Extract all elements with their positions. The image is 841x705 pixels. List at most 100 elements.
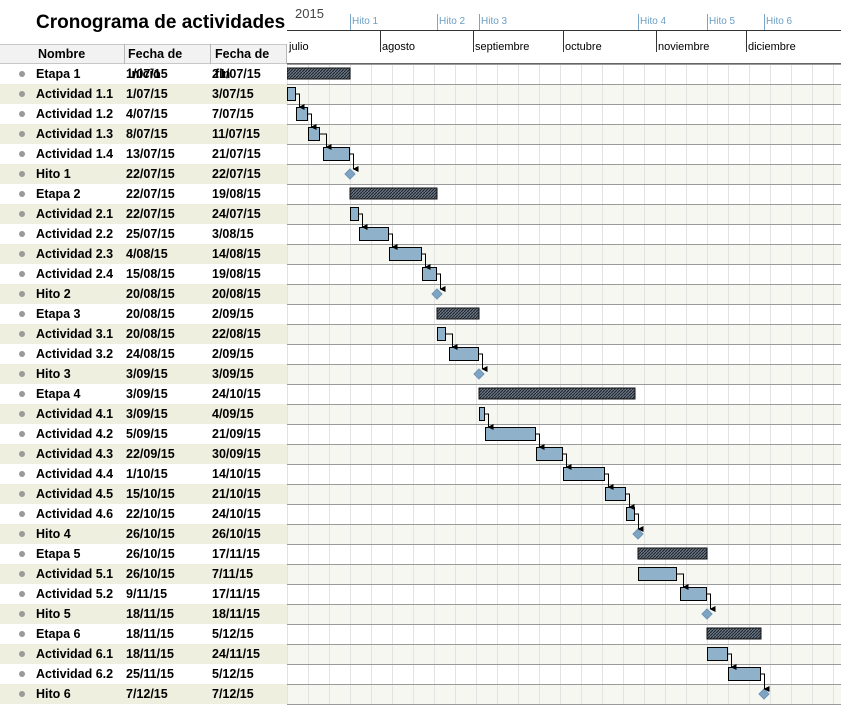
row-end-date: 19/08/15 [212,267,261,281]
table-row[interactable]: Actividad 5.1 26/10/15 7/11/15 [0,564,287,584]
dependency-arrow [485,413,494,430]
row-end-date: 22/07/15 [212,167,261,181]
table-row[interactable]: Actividad 2.3 4/08/15 14/08/15 [0,244,287,264]
task-bar [536,447,563,461]
table-row[interactable]: Actividad 4.1 3/09/15 4/09/15 [0,404,287,424]
table-row[interactable]: Hito 1 22/07/15 22/07/15 [0,164,287,184]
table-row[interactable]: Etapa 4 3/09/15 24/10/15 [0,384,287,404]
task-bar [479,407,485,421]
table-row[interactable]: Etapa 2 22/07/15 19/08/15 [0,184,287,204]
table-row[interactable]: Actividad 6.1 18/11/15 24/11/15 [0,644,287,664]
table-row[interactable]: Actividad 2.4 15/08/15 19/08/15 [0,264,287,284]
row-name: Actividad 6.2 [36,667,114,681]
table-row[interactable]: Actividad 1.3 8/07/15 11/07/15 [0,124,287,144]
task-bar [563,467,605,481]
row-name: Hito 4 [36,527,71,541]
row-end-date: 24/10/15 [212,387,261,401]
milestone-marker-label: Hito 2 [439,16,466,27]
row-bullet-icon [19,311,25,317]
table-row[interactable]: Actividad 4.6 22/10/15 24/10/15 [0,504,287,524]
table-row[interactable]: Actividad 5.2 9/11/15 17/11/15 [0,584,287,604]
row-bullet-icon [19,651,25,657]
table-row[interactable]: Actividad 2.1 22/07/15 24/07/15 [0,204,287,224]
row-bullet-icon [19,251,25,257]
table-row[interactable]: Actividad 3.2 24/08/15 2/09/15 [0,344,287,364]
task-bar [449,347,479,361]
row-end-date: 21/07/15 [212,147,261,161]
table-row[interactable]: Actividad 1.2 4/07/15 7/07/15 [0,104,287,124]
table-row[interactable]: Hito 6 7/12/15 7/12/15 [0,684,287,704]
row-name: Actividad 1.4 [36,147,114,161]
task-bar [638,567,677,581]
table-row[interactable]: Actividad 4.2 5/09/15 21/09/15 [0,424,287,444]
table-row[interactable]: Hito 5 18/11/15 18/11/15 [0,604,287,624]
row-bullet-icon [19,291,25,297]
row-start-date: 22/07/15 [126,207,175,221]
dependency-arrow [626,493,635,510]
column-header-end[interactable]: Fecha de fin [211,44,287,81]
row-end-date: 21/09/15 [212,427,261,441]
table-row[interactable]: Etapa 1 1/07/15 21/07/15 [0,64,287,84]
gantt-row-band [287,524,841,544]
row-end-date: 2/09/15 [212,307,254,321]
row-bullet-icon [19,271,25,277]
table-row[interactable]: Actividad 4.3 22/09/15 30/09/15 [0,444,287,464]
row-bullet-icon [19,631,25,637]
row-end-date: 21/07/15 [212,67,261,81]
row-start-date: 3/09/15 [126,407,168,421]
column-header-start[interactable]: Fecha de inicio [125,44,211,81]
table-row[interactable]: Etapa 6 18/11/15 5/12/15 [0,624,287,644]
month-label: octubre [565,41,602,53]
page-title: Cronograma de actividades [36,12,286,33]
table-row[interactable]: Actividad 3.1 20/08/15 22/08/15 [0,324,287,344]
gantt-row-band [287,204,841,224]
dependency-arrow [761,673,770,692]
task-bar [389,247,422,261]
task-bar [437,327,446,341]
gantt-row-band [287,644,841,664]
table-row[interactable]: Hito 3 3/09/15 3/09/15 [0,364,287,384]
task-bar [728,667,761,681]
row-name: Actividad 1.2 [36,107,114,121]
table-row[interactable]: Hito 4 26/10/15 26/10/15 [0,524,287,544]
row-bullet-icon [19,531,25,537]
row-start-date: 20/08/15 [126,287,175,301]
row-bullet-icon [19,691,25,697]
table-row[interactable]: Hito 2 20/08/15 20/08/15 [0,284,287,304]
row-bullet-icon [19,511,25,517]
row-name: Actividad 5.1 [36,567,114,581]
row-start-date: 5/09/15 [126,427,168,441]
table-row[interactable]: Actividad 4.4 1/10/15 14/10/15 [0,464,287,484]
dependency-arrow [677,573,689,590]
row-start-date: 18/11/15 [126,607,174,621]
row-bullet-icon [19,671,25,677]
row-end-date: 5/12/15 [212,667,254,681]
row-bullet-icon [19,151,25,157]
table-row[interactable]: Actividad 1.4 13/07/15 21/07/15 [0,144,287,164]
gantt-row-band [287,564,841,584]
row-bullet-icon [19,431,25,437]
task-bar [707,647,728,661]
table-row[interactable]: Etapa 3 20/08/15 2/09/15 [0,304,287,324]
table-row[interactable]: Actividad 1.1 1/07/15 3/07/15 [0,84,287,104]
column-header-name[interactable]: Nombre [0,44,125,64]
row-end-date: 7/11/15 [212,567,254,581]
table-row[interactable]: Actividad 6.2 25/11/15 5/12/15 [0,664,287,684]
table-row[interactable]: Actividad 4.5 15/10/15 21/10/15 [0,484,287,504]
row-bullet-icon [19,91,25,97]
dependency-arrow [605,473,614,490]
row-end-date: 18/11/15 [212,607,260,621]
row-name: Etapa 6 [36,627,81,641]
row-bullet-icon [19,231,25,237]
row-name: Actividad 5.2 [36,587,114,601]
row-start-date: 4/07/15 [126,107,168,121]
row-bullet-icon [19,71,25,77]
table-row[interactable]: Actividad 2.2 25/07/15 3/08/15 [0,224,287,244]
row-name: Actividad 1.1 [36,87,114,101]
summary-bar [349,187,438,200]
table-row[interactable]: Etapa 5 26/10/15 17/11/15 [0,544,287,564]
dependency-arrow [422,253,431,270]
row-start-date: 18/11/15 [126,647,174,661]
row-start-date: 18/11/15 [126,627,174,641]
row-bullet-icon [19,351,25,357]
